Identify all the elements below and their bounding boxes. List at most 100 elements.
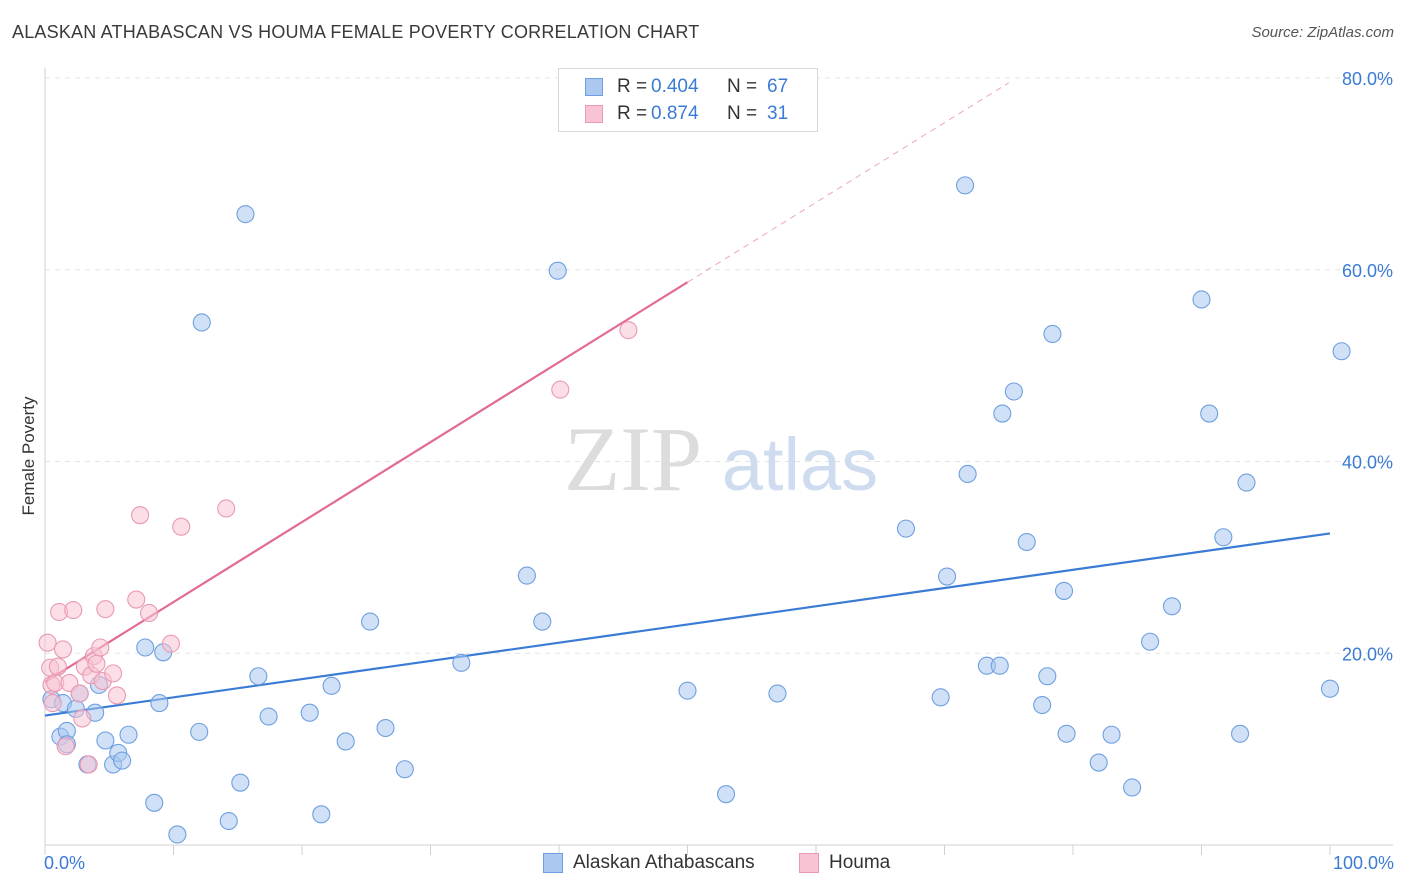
point-houma [38, 633, 57, 652]
point-athabascan [1237, 473, 1256, 492]
point-athabascan [938, 567, 957, 586]
legend-swatch-houma [585, 105, 603, 123]
point-athabascan [312, 805, 331, 824]
watermark-atlas: atlas [722, 423, 878, 506]
trend-lines [44, 82, 1331, 717]
point-athabascan [219, 811, 238, 831]
point-houma [56, 737, 75, 756]
point-athabascan [896, 519, 916, 538]
point-athabascan [1054, 581, 1074, 600]
legend-r-label: R = [617, 103, 648, 124]
point-athabascan [993, 404, 1012, 423]
point-athabascan [1214, 528, 1233, 547]
data-points [38, 176, 1351, 844]
y-tick-label: 60.0% [1342, 261, 1393, 281]
y-tick-labels: 20.0% 40.0% 60.0% 80.0% [1342, 69, 1393, 664]
point-athabascan [716, 785, 736, 804]
point-athabascan [956, 176, 975, 195]
source-credit: Source: ZipAtlas.com [1251, 24, 1394, 41]
point-athabascan [1004, 382, 1023, 401]
point-athabascan [1231, 724, 1250, 743]
point-houma [172, 517, 191, 536]
point-athabascan [452, 653, 471, 672]
series-legend-athabascan: Alaskan Athabascans [543, 852, 755, 874]
point-athabascan [119, 725, 138, 744]
point-houma [96, 600, 115, 619]
point-houma [43, 694, 62, 713]
point-athabascan [1192, 290, 1211, 309]
point-houma [161, 634, 180, 653]
point-athabascan [1320, 679, 1340, 698]
point-athabascan [548, 261, 567, 280]
legend-r-value: 0.404 [651, 76, 699, 97]
point-houma [551, 380, 570, 399]
y-tick-label: 20.0% [1342, 644, 1393, 664]
legend-n-label: N = [727, 103, 758, 124]
point-athabascan [145, 793, 164, 812]
point-athabascan [517, 566, 536, 585]
point-athabascan [533, 612, 552, 631]
point-houma [91, 638, 110, 657]
point-athabascan [150, 694, 169, 713]
point-athabascan [768, 684, 787, 703]
point-athabascan [990, 656, 1009, 675]
point-athabascan [376, 718, 395, 738]
point-athabascan [361, 612, 380, 631]
point-athabascan [231, 773, 250, 792]
point-athabascan [136, 638, 155, 657]
y-tick-label: 40.0% [1342, 453, 1393, 473]
point-athabascan [168, 825, 187, 844]
point-athabascan [249, 667, 268, 686]
point-houma [64, 601, 83, 620]
series-legend: Alaskan Athabascans Houma [0, 852, 1406, 876]
series-swatch-houma [799, 853, 819, 873]
point-athabascan [1102, 725, 1121, 744]
point-houma [70, 684, 89, 703]
legend-row-houma: R = 0.874 N = 31 [585, 102, 788, 126]
point-houma [87, 654, 106, 673]
point-houma [140, 603, 159, 623]
point-athabascan [300, 703, 319, 722]
point-houma [104, 664, 123, 683]
point-athabascan [1123, 778, 1142, 797]
x-tick-label-min: 0.0% [44, 853, 85, 873]
point-houma [619, 321, 638, 340]
legend-r-value: 0.874 [651, 103, 699, 124]
point-houma [217, 499, 236, 518]
grid-lines [45, 77, 1393, 654]
y-tick-label: 80.0% [1342, 69, 1393, 89]
point-athabascan [192, 313, 211, 332]
legend-n-value: 67 [767, 76, 789, 97]
series-swatch-athabascan [543, 853, 563, 873]
point-athabascan [1141, 632, 1160, 651]
legend-n-label: N = [727, 76, 758, 97]
point-athabascan [1332, 342, 1351, 361]
point-athabascan [1017, 532, 1036, 552]
correlation-legend: R = 0.404 N = 67 R = 0.874 N = 31 [558, 68, 818, 132]
point-athabascan [236, 205, 255, 224]
trend-extension-houma [687, 82, 1010, 283]
series-name-houma: Houma [829, 852, 891, 873]
point-athabascan [395, 760, 414, 779]
point-athabascan [259, 707, 278, 726]
point-athabascan [1162, 597, 1181, 616]
x-tick-label-max: 100.0% [1333, 853, 1394, 873]
legend-n-value: 31 [767, 103, 789, 124]
legend-row-athabascan: R = 0.404 N = 67 [585, 75, 788, 99]
point-athabascan [1089, 753, 1108, 772]
point-houma [127, 590, 146, 609]
point-houma [131, 506, 150, 525]
point-athabascan [678, 681, 697, 700]
point-houma [73, 709, 92, 728]
chart-title: ALASKAN ATHABASCAN VS HOUMA FEMALE POVER… [12, 22, 700, 42]
point-athabascan [322, 676, 341, 695]
point-athabascan [190, 722, 209, 741]
point-athabascan [1057, 724, 1076, 743]
point-athabascan [336, 732, 355, 751]
legend-r-label: R = [617, 76, 648, 97]
legend-swatch-athabascan [585, 78, 603, 96]
point-athabascan [1043, 324, 1062, 344]
point-athabascan [1038, 667, 1057, 686]
point-houma [48, 657, 67, 676]
